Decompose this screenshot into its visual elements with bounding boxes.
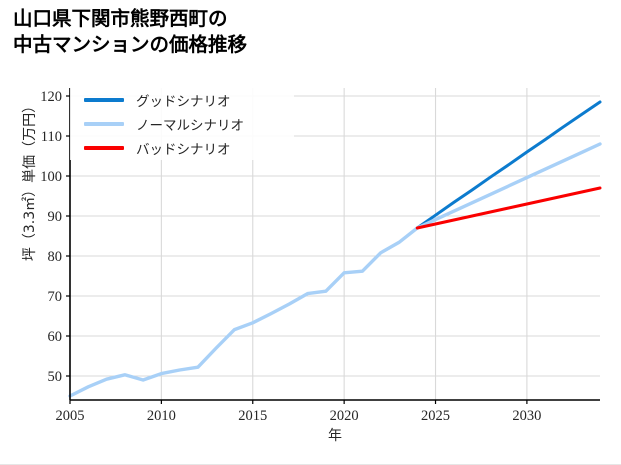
chart-legend: グッドシナリオ ノーマルシナリオ バッドシナリオ (70, 88, 294, 160)
x-tick-label: 2015 (238, 408, 267, 424)
legend-label-bad: バッドシナリオ (136, 142, 231, 158)
y-tick-label: 60 (48, 329, 63, 345)
y-tick-label: 80 (48, 249, 63, 265)
legend-swatch-good (84, 98, 124, 102)
x-tick-label: 2020 (330, 408, 359, 424)
legend-item-good[interactable]: グッドシナリオ (70, 88, 294, 112)
series-line-1 (68, 142, 602, 398)
x-axis-label: 年 (328, 428, 342, 444)
y-tick-label: 110 (41, 129, 62, 145)
legend-item-bad[interactable]: バッドシナリオ (70, 136, 294, 160)
x-tick-label: 2025 (421, 408, 450, 424)
y-tick-label: 120 (40, 89, 62, 105)
series-line-0 (415, 100, 602, 230)
chart-title-line-1: 山口県下関市熊野西町の (13, 7, 228, 30)
x-tick-label: 2010 (147, 408, 176, 424)
legend-item-normal[interactable]: ノーマルシナリオ (70, 112, 294, 136)
series-line-2 (415, 186, 602, 230)
legend-swatch-normal (84, 122, 124, 126)
y-tick-label: 100 (40, 169, 62, 185)
chart-title-line-2: 中古マンションの価格推移 (13, 33, 248, 56)
x-tick-label: 2005 (56, 408, 85, 424)
chart-title: 山口県下関市熊野西町の 中古マンションの価格推移 (13, 6, 613, 58)
y-tick-label: 70 (48, 289, 63, 305)
y-tick-label: 50 (48, 369, 63, 385)
y-tick-label: 90 (48, 209, 63, 225)
legend-label-good: グッドシナリオ (136, 94, 231, 110)
legend-label-normal: ノーマルシナリオ (136, 118, 244, 134)
legend-swatch-bad (84, 146, 124, 150)
x-tick-label: 2030 (512, 408, 541, 424)
tick-labels: 50 60 70 80 90 100 110 120 2005 2010 2015 2020 2025 2… (40, 89, 541, 424)
data-series-lines (68, 100, 602, 398)
